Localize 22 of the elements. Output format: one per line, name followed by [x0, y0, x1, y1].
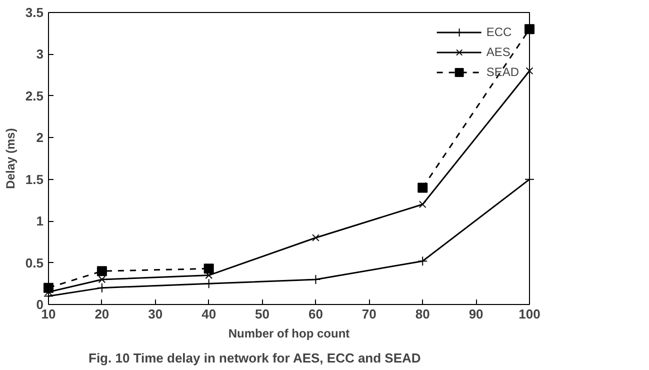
x-tick-label: 40 — [202, 306, 216, 322]
x-tick-label: 80 — [415, 306, 430, 322]
x-axis-title: Number of hop count — [228, 326, 350, 340]
legend-label: AES — [486, 45, 510, 59]
y-tick-label: 0.5 — [25, 255, 44, 270]
legend-label: SEAD — [486, 65, 519, 79]
x-tick-label: 90 — [468, 306, 484, 322]
legend-label: ECC — [486, 25, 512, 39]
x-tick-label: 60 — [308, 306, 323, 322]
x-tick-label: 70 — [362, 306, 376, 322]
x-tick-label: 100 — [518, 306, 540, 322]
y-tick-label: 1 — [36, 214, 44, 229]
caption: Fig. 10 Time delay in network for AES, ECC and SEAD — [88, 350, 421, 366]
x-tick-label: 20 — [94, 306, 110, 322]
x-tick-label: 50 — [255, 306, 270, 322]
y-tick-label: 2 — [36, 130, 44, 146]
y-tick-label: 3.5 — [25, 5, 44, 20]
y-tick-label: 2.5 — [25, 88, 44, 104]
y-axis-title: Delay (ms) — [3, 128, 18, 189]
y-tick-label: 1.5 — [25, 172, 44, 187]
x-tick-label: 30 — [148, 306, 163, 322]
y-tick-label: 3 — [36, 46, 44, 62]
